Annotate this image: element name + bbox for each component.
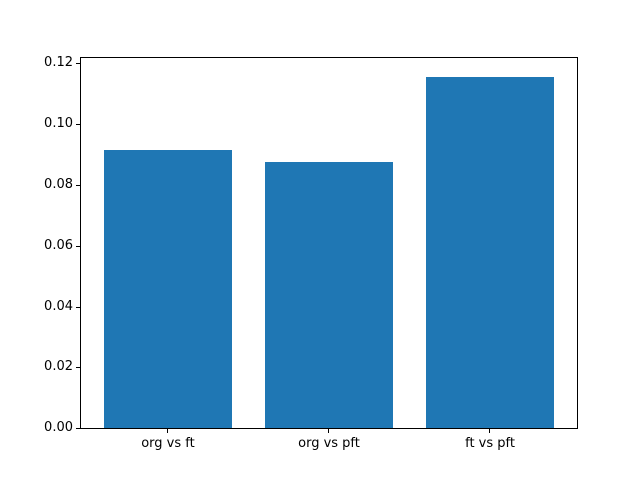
x-axis-tick-label: ft vs pft — [465, 436, 515, 451]
y-axis-tick-mark — [76, 428, 80, 429]
y-axis-tick-label: 0.06 — [44, 237, 73, 253]
y-axis-tick-mark — [76, 184, 80, 186]
y-axis-tick-mark — [76, 124, 80, 126]
y-axis-tick-label: 0.10 — [44, 116, 73, 132]
x-axis-tick-mark — [166, 429, 168, 433]
y-axis-tick-mark — [76, 367, 80, 369]
y-axis-tick-label: 0.00 — [44, 420, 73, 435]
x-axis-tick-mark — [489, 429, 491, 433]
y-axis-tick-mark — [76, 245, 80, 247]
x-axis-tick-mark — [328, 429, 329, 433]
y-axis-tick-label: 0.02 — [44, 359, 73, 375]
y-axis-tick-mark — [76, 63, 80, 65]
bar — [103, 150, 233, 428]
y-axis-tick-label: 0.08 — [44, 176, 73, 192]
y-axis-tick-mark — [76, 306, 80, 308]
y-axis-tick-label: 0.12 — [44, 55, 73, 71]
bar — [264, 161, 394, 428]
y-axis-tick-label: 0.04 — [44, 298, 73, 314]
x-axis-tick-label: org vs ft — [141, 436, 195, 451]
plot-area: 0.00 0.02 0.04 0.06 0.08 0.10 0.12 org vs ft org… — [44, 56, 578, 451]
bar — [425, 76, 555, 428]
x-axis-tick-label: org vs pft — [298, 436, 360, 451]
